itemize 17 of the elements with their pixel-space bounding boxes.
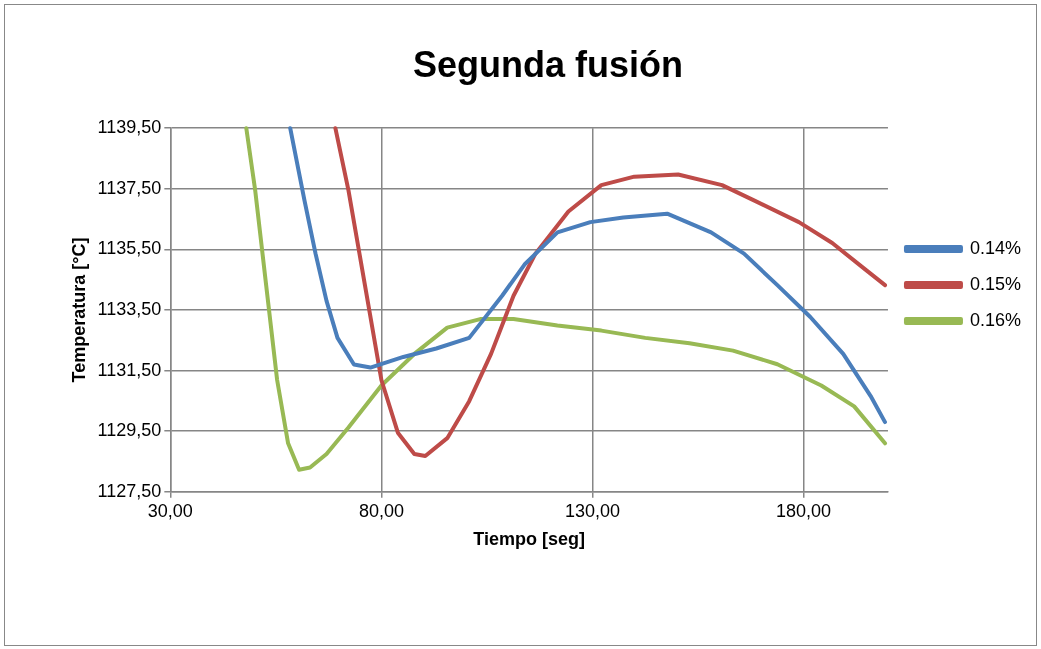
y-tick-label: 1131,50	[97, 359, 162, 380]
legend-label: 0.16%	[969, 309, 1022, 330]
y-tick-label: 1133,50	[97, 298, 162, 319]
x-tick-label: 30,00	[147, 500, 193, 521]
legend-label: 0.15%	[969, 273, 1022, 294]
x-tick-label: 80,00	[358, 500, 404, 521]
y-tick-label: 1135,50	[97, 238, 162, 259]
y-tick-label: 1127,50	[97, 480, 162, 501]
y-tick-label: 1137,50	[97, 177, 162, 198]
x-axis-title: Tiempo [seg]	[473, 529, 585, 550]
y-tick-label: 1139,50	[97, 117, 162, 138]
y-tick-label: 1129,50	[97, 420, 162, 441]
y-axis-title: Temperatura [°C]	[68, 237, 89, 383]
x-tick-label: 130,00	[564, 500, 620, 521]
chart-title: Segunda fusión	[413, 43, 683, 85]
x-tick-label: 180,00	[776, 500, 832, 521]
legend-label: 0.14%	[969, 237, 1022, 258]
